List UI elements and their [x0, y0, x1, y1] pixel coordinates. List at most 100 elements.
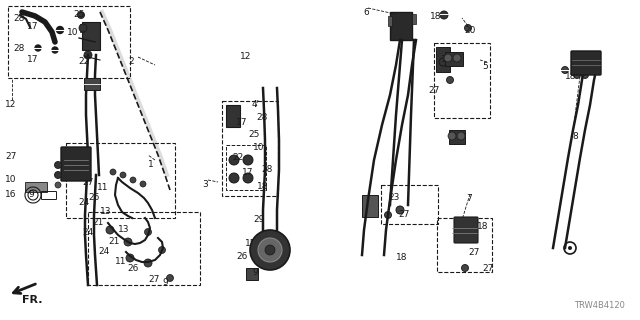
Text: 27: 27	[82, 178, 93, 187]
Circle shape	[448, 132, 456, 140]
Text: 26: 26	[127, 264, 138, 273]
Text: 22: 22	[78, 57, 89, 66]
Text: 13: 13	[100, 207, 111, 216]
Bar	[226, 105, 240, 127]
Text: 29: 29	[76, 148, 88, 157]
Circle shape	[265, 245, 275, 255]
Circle shape	[126, 254, 134, 262]
FancyBboxPatch shape	[61, 147, 91, 181]
Circle shape	[229, 173, 239, 183]
Text: 27: 27	[468, 248, 479, 257]
Bar	[88, 212, 200, 285]
Circle shape	[84, 51, 92, 59]
Text: 23: 23	[388, 193, 399, 202]
Bar	[82, 22, 100, 50]
Circle shape	[130, 177, 136, 183]
Text: 25: 25	[248, 130, 259, 139]
Circle shape	[55, 182, 61, 188]
Circle shape	[440, 11, 448, 19]
Text: 12: 12	[5, 100, 17, 109]
Bar	[390, 12, 412, 40]
Text: 15: 15	[76, 161, 88, 170]
Text: 18: 18	[565, 72, 577, 81]
Bar	[226, 145, 266, 190]
Text: 17: 17	[27, 55, 38, 64]
Circle shape	[568, 246, 572, 250]
Text: 5: 5	[482, 62, 488, 71]
Bar	[381, 185, 438, 224]
Circle shape	[461, 265, 468, 271]
Circle shape	[54, 172, 61, 179]
Text: 25: 25	[73, 10, 84, 19]
Text: 12: 12	[240, 52, 252, 61]
Text: 20: 20	[464, 26, 476, 35]
Text: 17: 17	[27, 22, 38, 31]
Bar	[80, 24, 84, 32]
Text: 4: 4	[252, 100, 258, 109]
Bar	[436, 47, 450, 72]
Circle shape	[396, 206, 404, 214]
Text: FR.: FR.	[22, 295, 42, 305]
Text: 19: 19	[441, 55, 452, 64]
Text: 21: 21	[108, 237, 120, 246]
Circle shape	[229, 155, 239, 165]
Text: TRW4B4120: TRW4B4120	[574, 301, 625, 310]
Circle shape	[453, 54, 461, 62]
Text: 11: 11	[97, 183, 109, 192]
Text: 10: 10	[67, 28, 79, 37]
Circle shape	[447, 76, 454, 84]
Circle shape	[124, 238, 132, 246]
Bar	[449, 130, 465, 144]
Text: 3: 3	[202, 180, 208, 189]
Text: 27: 27	[148, 275, 159, 284]
Circle shape	[145, 228, 152, 236]
Bar	[388, 16, 392, 26]
Text: 24: 24	[98, 247, 109, 256]
Text: 9: 9	[162, 278, 168, 287]
Text: 28: 28	[13, 14, 24, 23]
Circle shape	[258, 238, 282, 262]
Text: 18: 18	[430, 12, 442, 21]
Text: 10: 10	[253, 143, 264, 152]
Text: 13: 13	[118, 225, 129, 234]
Circle shape	[140, 181, 146, 187]
Circle shape	[385, 212, 392, 219]
Bar	[437, 218, 492, 272]
Text: 16: 16	[5, 190, 17, 199]
Circle shape	[110, 169, 116, 175]
Bar	[412, 14, 416, 24]
Circle shape	[79, 24, 87, 32]
Text: 17: 17	[242, 168, 253, 177]
Bar	[362, 195, 378, 217]
Circle shape	[144, 259, 152, 267]
Text: 8: 8	[572, 132, 578, 141]
Text: 10: 10	[5, 175, 17, 184]
Bar	[8, 6, 130, 78]
Bar	[222, 101, 278, 196]
Circle shape	[561, 67, 568, 74]
Circle shape	[243, 155, 253, 165]
Circle shape	[35, 45, 41, 51]
Text: 29: 29	[253, 215, 264, 224]
Bar	[66, 143, 175, 218]
Text: 11: 11	[115, 257, 127, 266]
Circle shape	[54, 162, 61, 169]
Text: 6: 6	[363, 8, 369, 17]
Text: 26: 26	[236, 252, 248, 261]
Text: 2: 2	[128, 57, 134, 66]
Text: 24: 24	[78, 198, 89, 207]
Text: 27: 27	[5, 152, 17, 161]
Text: 7: 7	[466, 194, 472, 203]
Text: 23: 23	[460, 231, 472, 240]
Circle shape	[573, 71, 580, 78]
Bar	[25, 182, 47, 192]
Circle shape	[120, 172, 126, 178]
Text: 28: 28	[261, 165, 273, 174]
Text: 27: 27	[428, 86, 440, 95]
Text: 27: 27	[482, 264, 493, 273]
Circle shape	[582, 71, 589, 78]
Circle shape	[77, 12, 84, 19]
Circle shape	[159, 246, 166, 253]
Text: 14: 14	[258, 243, 269, 252]
Text: 18: 18	[396, 253, 408, 262]
